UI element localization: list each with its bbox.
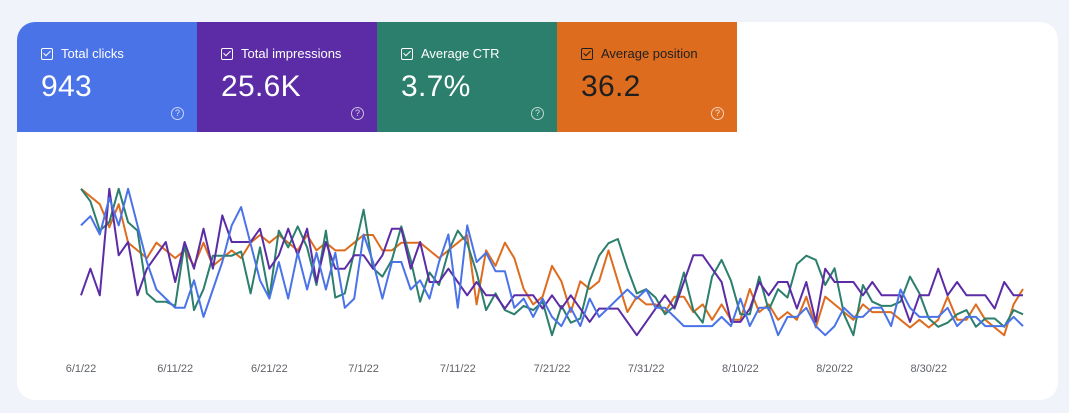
checkbox-icon[interactable] xyxy=(401,47,413,60)
help-icon[interactable]: ? xyxy=(711,107,724,120)
x-tick-label: 7/31/22 xyxy=(628,363,665,375)
metric-label: Average CTR xyxy=(421,46,500,61)
metric-total-impressions[interactable]: Total impressions 25.6K ? xyxy=(197,22,377,132)
metric-value: 3.7% xyxy=(401,70,471,103)
metric-average-position[interactable]: Average position 36.2 ? xyxy=(557,22,737,132)
checkbox-icon[interactable] xyxy=(581,47,593,60)
metric-total-clicks[interactable]: Total clicks 943 ? xyxy=(17,22,197,132)
x-tick-label: 6/11/22 xyxy=(157,363,193,375)
x-tick-label: 6/21/22 xyxy=(251,363,288,375)
checkbox-icon[interactable] xyxy=(221,47,233,60)
series-line-total-clicks xyxy=(80,187,1024,337)
x-tick-label: 7/11/22 xyxy=(440,363,476,375)
help-icon[interactable]: ? xyxy=(351,107,364,120)
x-tick-label: 7/21/22 xyxy=(534,363,571,375)
x-tick-label: 8/30/22 xyxy=(910,363,947,375)
metric-average-ctr[interactable]: Average CTR 3.7% ? xyxy=(377,22,557,132)
help-icon[interactable]: ? xyxy=(531,107,544,120)
x-tick-label: 7/1/22 xyxy=(348,363,379,375)
x-tick-label: 8/20/22 xyxy=(816,363,853,375)
x-tick-label: 8/10/22 xyxy=(722,363,759,375)
checkbox-icon[interactable] xyxy=(41,47,53,60)
series-line-average-position xyxy=(80,188,1024,337)
metric-tabs: Total clicks 943 ? Total impressions 25.… xyxy=(17,22,737,132)
metric-value: 25.6K xyxy=(221,70,301,103)
series-line-total-impressions xyxy=(80,187,1023,337)
metric-value: 36.2 xyxy=(581,70,641,103)
performance-card: 6/1/22 6/11/22 6/21/22 7/1/22 7/11/22 7/21/22… xyxy=(17,22,1058,400)
help-icon[interactable]: ? xyxy=(171,107,184,120)
performance-line-chart: 6/1/22 6/11/22 6/21/22 7/1/22 7/11/22 7/21/22… xyxy=(66,187,1024,375)
metric-value: 943 xyxy=(41,70,92,103)
metric-label: Average position xyxy=(601,46,698,61)
metric-label: Total impressions xyxy=(241,46,342,61)
x-tick-label: 6/1/22 xyxy=(66,363,97,375)
metric-label: Total clicks xyxy=(61,46,124,61)
